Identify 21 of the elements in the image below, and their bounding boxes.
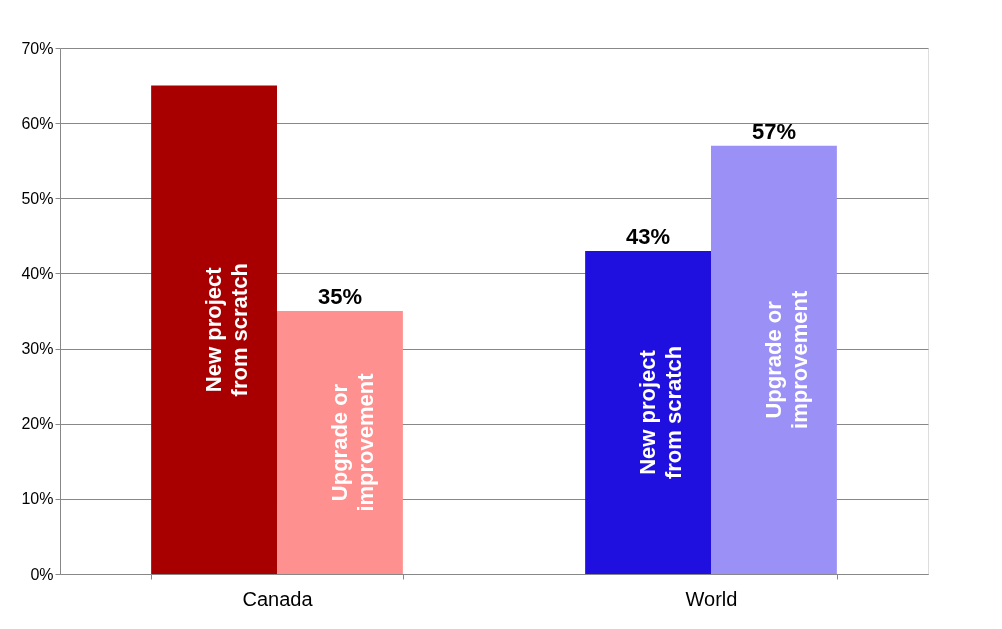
y-tick-label: 10% [21, 490, 54, 508]
y-tick-label: 0% [30, 565, 54, 583]
x-tick-label: World [685, 587, 738, 610]
bar [711, 145, 837, 574]
y-tick-label: 60% [21, 114, 54, 132]
text: New project from scratch [201, 263, 253, 397]
y-tick-label: 20% [21, 415, 54, 433]
text: Upgrade or improvement [760, 290, 812, 429]
y-tick-label: 40% [21, 264, 54, 282]
bar [151, 85, 277, 574]
series-label: Upgrade or improvement [326, 372, 378, 512]
data-label: 43% [626, 223, 671, 249]
data-label: 35% [317, 284, 362, 309]
bar [585, 250, 711, 574]
y-tick-label: 50% [21, 189, 54, 207]
data-label: 57% [751, 118, 796, 144]
y-tick-label: 30% [21, 340, 54, 358]
y-tick-label: 70% [21, 39, 54, 57]
bar [277, 311, 403, 574]
x-tick-label: Canada [242, 587, 314, 610]
series-label: New project from scratch [635, 345, 687, 480]
